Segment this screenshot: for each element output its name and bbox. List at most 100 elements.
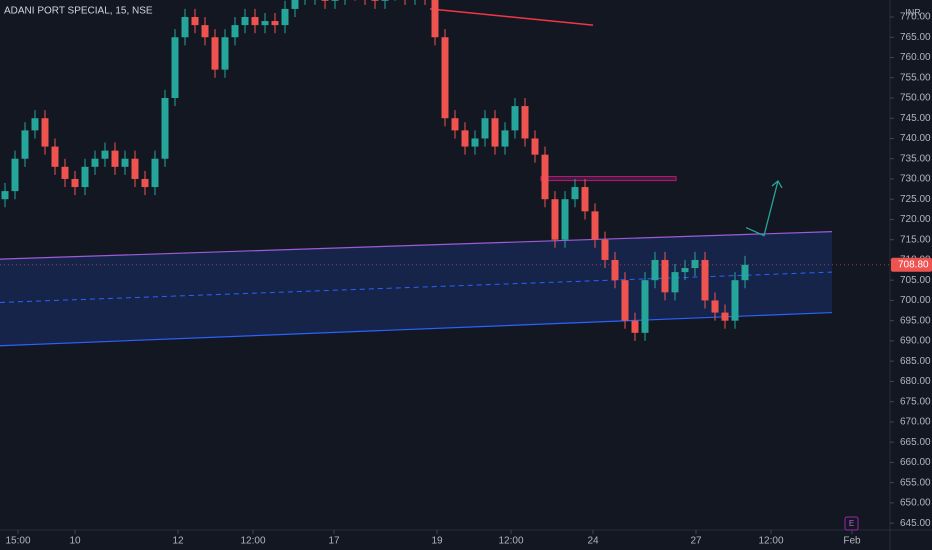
candle-body [371,0,379,1]
candle-body [511,106,519,131]
y-tick-label: 765.00 [900,32,931,43]
candle-body [731,280,739,321]
candle-body [121,158,129,167]
candle-body [271,21,279,26]
candle-body [161,97,169,159]
candle-body [381,0,389,1]
candle-body [471,138,479,147]
candle-body [691,259,699,269]
candle-body [151,158,159,188]
candle-body [1,191,9,200]
candle-body [621,280,629,321]
candle-body [601,239,609,260]
x-tick-label: 15:00 [5,536,30,547]
candle-body [241,17,249,26]
x-tick-label: 24 [587,536,599,547]
y-tick-label: 750.00 [900,93,931,104]
candle-body [461,130,469,147]
y-tick-label: 715.00 [900,234,931,245]
candle-body [551,199,559,240]
projection-head [771,179,783,189]
candle-body [211,37,219,70]
candle-body [671,272,679,293]
candle-body [711,300,719,313]
candle-body [571,187,579,200]
candle-body [701,259,709,301]
badge: E [849,519,854,528]
candle-body [111,150,119,167]
y-tick-label: 680.00 [900,376,931,387]
candle-body [741,264,749,281]
y-tick-label: 730.00 [900,174,931,185]
candle-body [721,312,729,321]
channel-lower [0,311,833,347]
candle-body [331,0,339,1]
candle-body [661,259,669,293]
projection [745,180,779,237]
zone [540,176,677,182]
candle-body [491,118,499,147]
resistance-line [429,8,594,26]
candle-body [141,178,149,188]
last-price-label: 708.80 [898,259,929,270]
candle-body [261,21,269,26]
candle-body [51,146,59,167]
candle-body [321,0,329,1]
channel-upper [0,230,833,260]
x-tick-label: 12 [172,536,184,547]
candle-body [441,37,449,119]
candle-body [181,17,189,38]
candle-body [91,158,99,167]
y-tick-label: 705.00 [900,275,931,286]
x-tick-label: 27 [690,536,702,547]
candle-body [531,138,539,155]
x-tick-label: 17 [328,536,340,547]
candle-body [641,280,649,333]
candle-body [231,25,239,38]
candle-body [41,118,49,147]
candle-body [681,268,689,273]
candle-body [61,166,69,179]
candle-body [481,118,489,139]
y-tick-label: 725.00 [900,194,931,205]
y-tick-label: 660.00 [900,457,931,468]
candle-body [521,106,529,139]
y-tick-label: 665.00 [900,437,931,448]
candle-body [451,118,459,131]
y-tick-label: 685.00 [900,356,931,367]
y-tick-label: 690.00 [900,336,931,347]
candle-body [171,37,179,98]
x-tick-label: 10 [69,536,81,547]
y-tick-label: 720.00 [900,214,931,225]
x-tick-label: 19 [431,536,443,547]
candle-body [31,118,39,131]
last-price-box [891,257,932,272]
candle-body [631,320,639,333]
candle-body [81,166,89,188]
candle-body [591,211,599,240]
y-tick-label: 745.00 [900,113,931,124]
candle-body [71,178,79,188]
y-tick-label: 760.00 [900,52,931,63]
candle-body [541,154,549,200]
y-tick-label: 740.00 [900,133,931,144]
y-tick-label: 735.00 [900,153,931,164]
candle-body [501,130,509,147]
y-tick-label: 670.00 [900,417,931,428]
candle-body [281,8,289,26]
candle-body [11,158,19,192]
y-tick-label: 700.00 [900,295,931,306]
x-tick-label: 12:00 [758,536,783,547]
plot-area [0,0,890,347]
x-tick-label: Feb [843,536,861,547]
y-tick-label: 655.00 [900,477,931,488]
candle-body [651,259,659,281]
y-tick-label: 645.00 [900,518,931,529]
candle-body [131,158,139,179]
candle-body [291,0,299,9]
chart-title: ADANI PORT SPECIAL, 15, NSE [4,6,153,17]
y-tick-label: 650.00 [900,498,931,509]
candle-body [561,199,569,240]
candle-body [251,17,259,26]
